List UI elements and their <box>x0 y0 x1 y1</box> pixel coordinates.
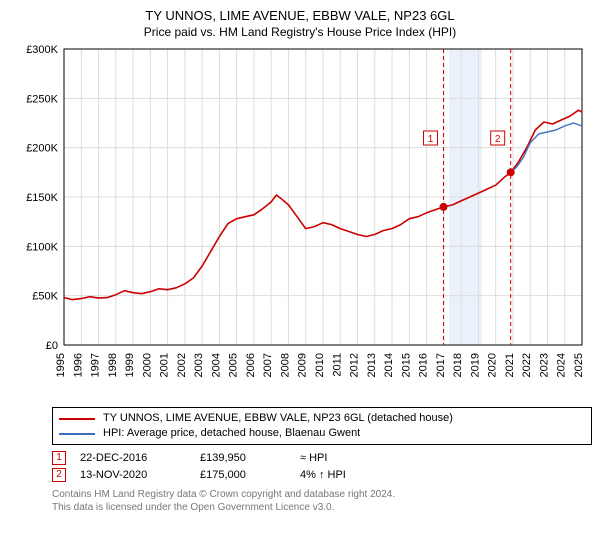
footer: Contains HM Land Registry data © Crown c… <box>52 488 590 514</box>
svg-text:1999: 1999 <box>124 353 136 377</box>
svg-text:2017: 2017 <box>435 353 447 377</box>
svg-text:2: 2 <box>495 134 501 145</box>
chart-svg: £0 £50K £100K £150K £200K £250K £300K 1995 1996 1… <box>10 43 590 403</box>
chart: £0 £50K £100K £150K £200K £250K £300K 1995 1996 1… <box>10 43 590 403</box>
svg-text:1997: 1997 <box>90 353 102 377</box>
chart-title: TY UNNOS, LIME AVENUE, EBBW VALE, NP23 6… <box>10 8 590 23</box>
datapoint-marker-icon: 2 <box>52 468 66 482</box>
svg-text:2014: 2014 <box>383 353 395 377</box>
svg-text:£250K: £250K <box>26 93 58 105</box>
svg-text:2004: 2004 <box>210 353 222 377</box>
datapoint-date: 13-NOV-2020 <box>80 469 200 481</box>
svg-text:2011: 2011 <box>331 353 343 377</box>
legend-label: TY UNNOS, LIME AVENUE, EBBW VALE, NP23 6… <box>103 411 453 426</box>
datapoint-row: 2 13-NOV-2020 £175,000 4% ↑ HPI <box>52 468 590 482</box>
svg-text:2007: 2007 <box>262 353 274 377</box>
datapoint-date: 22-DEC-2016 <box>80 452 200 464</box>
svg-text:2025: 2025 <box>573 353 585 377</box>
legend-row: TY UNNOS, LIME AVENUE, EBBW VALE, NP23 6… <box>59 411 585 426</box>
svg-text:£300K: £300K <box>26 44 58 56</box>
svg-text:£100K: £100K <box>26 241 58 253</box>
svg-text:£0: £0 <box>46 340 58 352</box>
svg-text:2012: 2012 <box>349 353 361 377</box>
svg-text:2006: 2006 <box>245 353 257 377</box>
datapoint-price: £175,000 <box>200 469 300 481</box>
svg-text:2008: 2008 <box>279 353 291 377</box>
footer-line: This data is licensed under the Open Gov… <box>52 501 590 514</box>
svg-text:2016: 2016 <box>418 353 430 377</box>
svg-text:2023: 2023 <box>538 353 550 377</box>
svg-text:1996: 1996 <box>72 353 84 377</box>
datapoint-row: 1 22-DEC-2016 £139,950 ≈ HPI <box>52 451 590 465</box>
legend-label: HPI: Average price, detached house, Blae… <box>103 426 360 441</box>
svg-text:1995: 1995 <box>55 353 67 377</box>
svg-text:2021: 2021 <box>504 353 516 377</box>
svg-text:£50K: £50K <box>32 291 58 303</box>
svg-text:2010: 2010 <box>314 353 326 377</box>
svg-text:2015: 2015 <box>400 353 412 377</box>
svg-text:2002: 2002 <box>176 353 188 377</box>
svg-text:1: 1 <box>428 134 434 145</box>
datapoint-marker-icon: 1 <box>52 451 66 465</box>
svg-text:2018: 2018 <box>452 353 464 377</box>
svg-text:£150K: £150K <box>26 192 58 204</box>
legend: TY UNNOS, LIME AVENUE, EBBW VALE, NP23 6… <box>52 407 592 445</box>
chart-subtitle: Price paid vs. HM Land Registry's House … <box>10 25 590 39</box>
svg-text:2013: 2013 <box>366 353 378 377</box>
svg-text:2024: 2024 <box>556 353 568 377</box>
datapoint-price: £139,950 <box>200 452 300 464</box>
svg-text:1998: 1998 <box>107 353 119 377</box>
svg-text:2009: 2009 <box>297 353 309 377</box>
svg-text:2019: 2019 <box>469 353 481 377</box>
svg-text:2000: 2000 <box>141 353 153 377</box>
legend-swatch <box>59 433 95 435</box>
legend-swatch <box>59 418 95 420</box>
svg-text:2020: 2020 <box>487 353 499 377</box>
svg-text:2022: 2022 <box>521 353 533 377</box>
datapoint-hpi: 4% ↑ HPI <box>300 469 400 481</box>
svg-text:2003: 2003 <box>193 353 205 377</box>
legend-row: HPI: Average price, detached house, Blae… <box>59 426 585 441</box>
svg-text:2005: 2005 <box>228 353 240 377</box>
svg-text:£200K: £200K <box>26 143 58 155</box>
datapoint-hpi: ≈ HPI <box>300 452 400 464</box>
svg-text:2001: 2001 <box>159 353 171 377</box>
footer-line: Contains HM Land Registry data © Crown c… <box>52 488 590 501</box>
